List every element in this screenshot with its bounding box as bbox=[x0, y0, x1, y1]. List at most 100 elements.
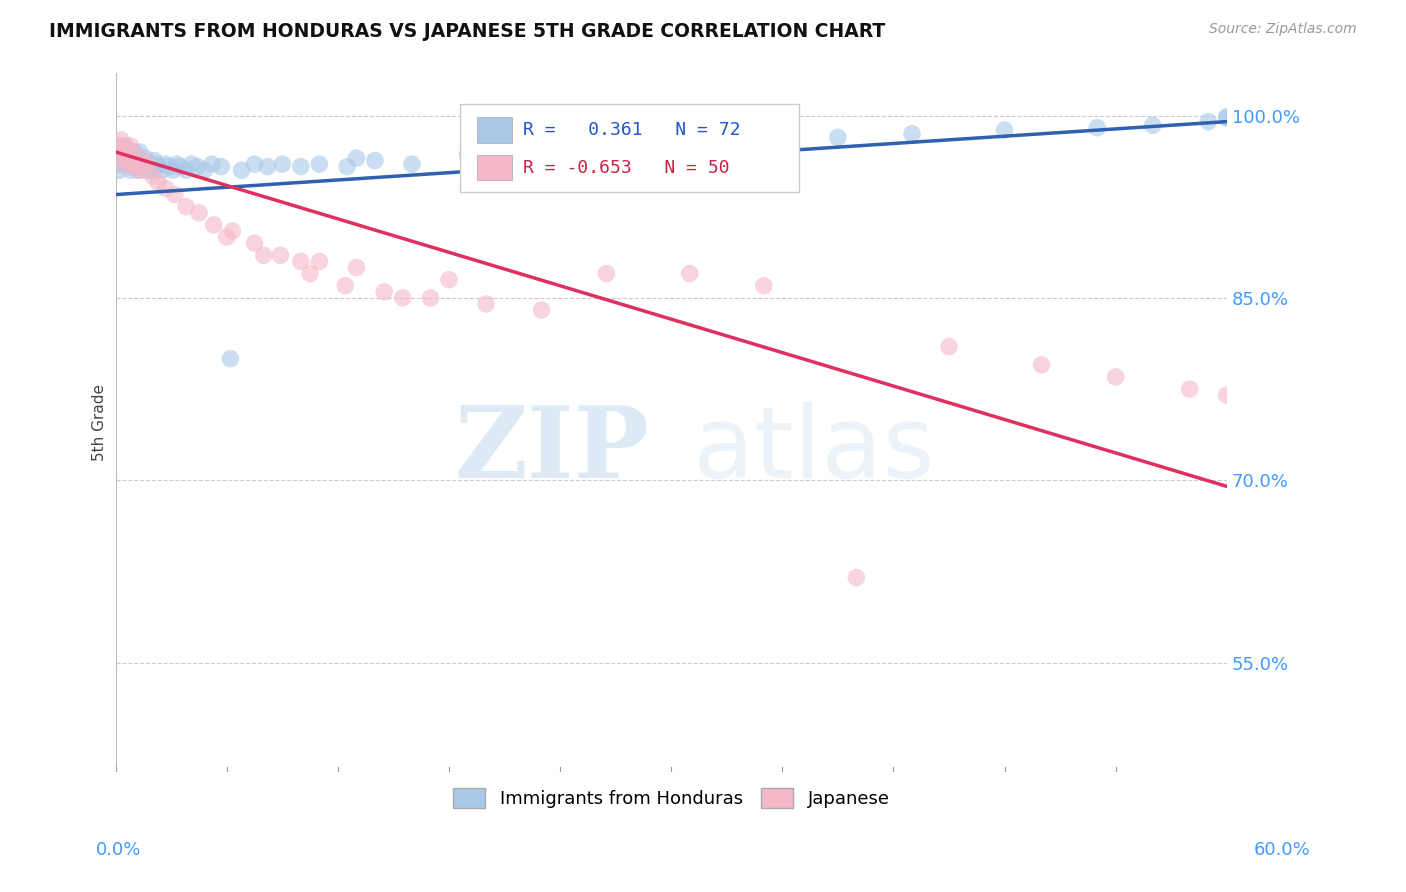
Point bbox=[117, 157, 139, 171]
Point bbox=[344, 151, 367, 165]
Point bbox=[117, 143, 139, 157]
Point bbox=[827, 130, 849, 145]
Text: R = -0.653   N = 50: R = -0.653 N = 50 bbox=[523, 159, 730, 177]
Point bbox=[1178, 382, 1201, 396]
Point bbox=[136, 163, 159, 178]
Point bbox=[419, 291, 441, 305]
Point bbox=[308, 254, 330, 268]
Point bbox=[253, 248, 276, 262]
Point bbox=[193, 163, 215, 178]
Point bbox=[145, 157, 167, 171]
Point bbox=[114, 139, 136, 153]
Point bbox=[752, 278, 775, 293]
Point bbox=[136, 157, 159, 171]
Point bbox=[108, 145, 131, 159]
Point bbox=[125, 151, 148, 165]
Point bbox=[132, 163, 155, 178]
Point bbox=[117, 143, 139, 157]
Point bbox=[221, 224, 243, 238]
Point bbox=[1142, 118, 1164, 132]
Point bbox=[299, 267, 322, 281]
Point bbox=[256, 160, 278, 174]
Point bbox=[142, 169, 165, 184]
Point bbox=[128, 153, 150, 168]
Point bbox=[142, 163, 165, 178]
Point bbox=[475, 297, 498, 311]
Point bbox=[335, 278, 357, 293]
Point bbox=[120, 151, 142, 165]
Point bbox=[122, 145, 145, 159]
Point bbox=[180, 157, 202, 171]
Point bbox=[938, 339, 960, 353]
Text: IMMIGRANTS FROM HONDURAS VS JAPANESE 5TH GRADE CORRELATION CHART: IMMIGRANTS FROM HONDURAS VS JAPANESE 5TH… bbox=[49, 22, 886, 41]
Point bbox=[201, 157, 224, 171]
Point bbox=[202, 218, 225, 232]
Point bbox=[437, 273, 460, 287]
Point bbox=[122, 157, 145, 171]
Point bbox=[139, 160, 162, 174]
Point bbox=[110, 139, 132, 153]
Point bbox=[120, 163, 142, 178]
Point bbox=[155, 181, 177, 195]
Point bbox=[457, 147, 479, 161]
Point bbox=[243, 236, 266, 251]
Text: ZIP: ZIP bbox=[454, 402, 650, 499]
Point bbox=[679, 136, 702, 150]
Point bbox=[391, 291, 413, 305]
Point bbox=[150, 163, 173, 178]
Point bbox=[115, 157, 138, 171]
Point bbox=[131, 157, 153, 171]
Point bbox=[530, 303, 553, 318]
Text: atlas: atlas bbox=[693, 402, 935, 499]
Point bbox=[121, 147, 143, 161]
Point bbox=[1216, 388, 1239, 402]
Point bbox=[110, 151, 132, 165]
Point bbox=[344, 260, 367, 275]
Point bbox=[174, 200, 197, 214]
Point bbox=[143, 153, 166, 168]
Point bbox=[121, 151, 143, 165]
Point bbox=[623, 139, 645, 153]
Point bbox=[115, 147, 138, 161]
Point bbox=[107, 139, 129, 153]
Point bbox=[169, 160, 191, 174]
Point bbox=[107, 157, 129, 171]
Point bbox=[209, 160, 232, 174]
Point bbox=[108, 163, 131, 178]
Point bbox=[679, 267, 702, 281]
Point bbox=[512, 145, 534, 159]
Point bbox=[1085, 120, 1108, 135]
Y-axis label: 5th Grade: 5th Grade bbox=[93, 384, 107, 461]
Point bbox=[271, 157, 294, 171]
Point bbox=[993, 123, 1015, 137]
Point bbox=[122, 154, 145, 169]
Point bbox=[112, 157, 135, 171]
Point bbox=[121, 160, 143, 174]
Point bbox=[845, 570, 868, 584]
Point bbox=[568, 143, 591, 157]
Point bbox=[269, 248, 291, 262]
Point bbox=[336, 160, 359, 174]
Point bbox=[595, 267, 617, 281]
Point bbox=[901, 127, 924, 141]
Point bbox=[127, 163, 149, 178]
Point bbox=[114, 157, 136, 171]
Point bbox=[373, 285, 395, 299]
Point bbox=[148, 160, 170, 174]
Point bbox=[132, 160, 155, 174]
Point bbox=[157, 160, 180, 174]
FancyBboxPatch shape bbox=[477, 155, 512, 180]
Point bbox=[364, 153, 387, 168]
Point bbox=[114, 139, 136, 153]
Text: Source: ZipAtlas.com: Source: ZipAtlas.com bbox=[1209, 22, 1357, 37]
Point bbox=[401, 157, 423, 171]
Point bbox=[290, 254, 312, 268]
Point bbox=[127, 163, 149, 178]
FancyBboxPatch shape bbox=[477, 117, 512, 143]
Text: R =   0.361   N = 72: R = 0.361 N = 72 bbox=[523, 120, 741, 139]
Point bbox=[752, 133, 775, 147]
Point bbox=[128, 151, 150, 165]
Point bbox=[1216, 111, 1239, 125]
Point bbox=[108, 145, 131, 159]
Text: 60.0%: 60.0% bbox=[1254, 840, 1310, 858]
